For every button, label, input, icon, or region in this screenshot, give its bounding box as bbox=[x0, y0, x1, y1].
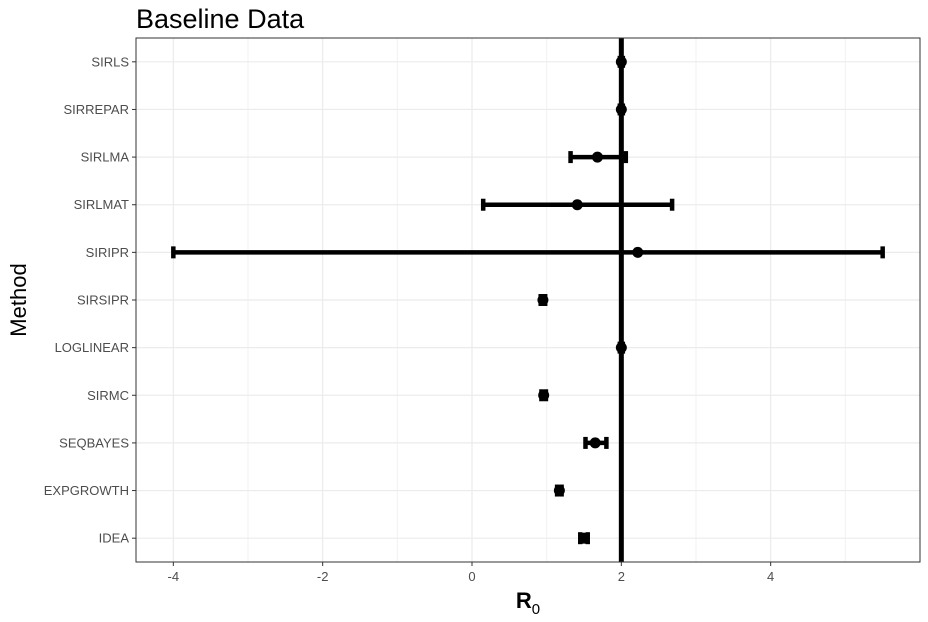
point-estimate bbox=[615, 103, 627, 115]
y-tick-label: SIRIPR bbox=[86, 245, 129, 260]
y-tick-label: SIRLMAT bbox=[74, 197, 129, 212]
y-tick-layer: SIRLS SIRREPAR SIRLMA SIRLMAT SIRIPR SIRSIPR L… bbox=[44, 54, 136, 546]
y-tick-label: SIRMC bbox=[87, 388, 129, 403]
point-estimate bbox=[615, 342, 627, 354]
y-tick-label: EXPGROWTH bbox=[44, 483, 129, 498]
point-estimate bbox=[537, 294, 549, 306]
x-axis-title-main: R bbox=[516, 588, 532, 613]
point-estimate bbox=[578, 532, 590, 544]
x-axis-title-subscript: 0 bbox=[532, 601, 540, 618]
y-tick-label: SIRLMA bbox=[81, 150, 130, 165]
x-tick-label: -2 bbox=[317, 569, 329, 584]
x-tick-label: 0 bbox=[468, 569, 475, 584]
point-estimate bbox=[632, 246, 644, 258]
point-estimate bbox=[591, 151, 603, 163]
y-tick-label: SIRLS bbox=[91, 54, 129, 69]
point-estimate bbox=[538, 389, 550, 401]
grid-layer bbox=[136, 38, 920, 562]
y-tick-label: SIRREPAR bbox=[64, 102, 130, 117]
chart-title: Baseline Data bbox=[136, 4, 305, 34]
x-tick-label: 2 bbox=[618, 569, 625, 584]
y-tick-label: SEQBAYES bbox=[59, 435, 129, 450]
y-axis-title: Method bbox=[6, 263, 31, 336]
y-tick-label: IDEA bbox=[99, 531, 130, 546]
point-estimate bbox=[553, 485, 565, 497]
point-estimate bbox=[589, 437, 601, 449]
x-axis-title: R0 bbox=[516, 588, 540, 618]
marks-layer bbox=[171, 55, 885, 545]
x-tick-label: -4 bbox=[168, 569, 180, 584]
point-estimate bbox=[615, 56, 627, 68]
y-tick-label: LOGLINEAR bbox=[55, 340, 129, 355]
y-tick-label: SIRSIPR bbox=[77, 293, 129, 308]
x-tick-layer: -4 -2 0 2 4 bbox=[168, 562, 774, 584]
point-estimate bbox=[571, 199, 583, 211]
x-tick-label: 4 bbox=[767, 569, 774, 584]
